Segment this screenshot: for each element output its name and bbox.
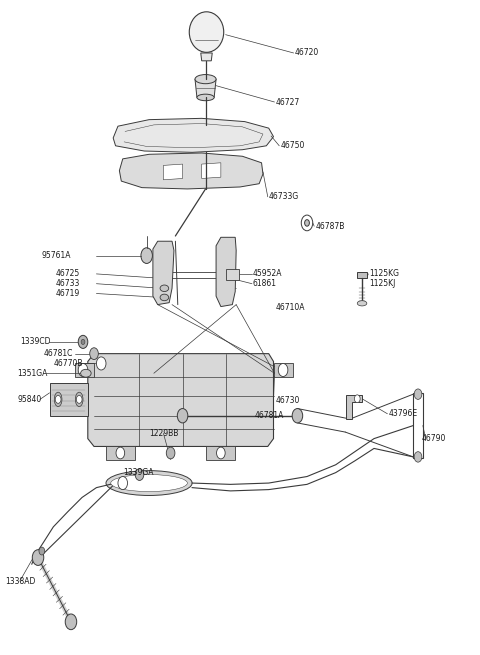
Circle shape (118, 477, 128, 489)
Circle shape (96, 357, 106, 370)
Ellipse shape (54, 392, 62, 407)
Ellipse shape (106, 471, 192, 495)
Circle shape (65, 614, 77, 629)
Polygon shape (346, 396, 362, 419)
Circle shape (166, 447, 175, 459)
Text: 46770B: 46770B (53, 359, 83, 368)
Ellipse shape (111, 475, 187, 491)
Polygon shape (202, 163, 221, 178)
Polygon shape (153, 241, 174, 305)
Text: 46727: 46727 (276, 98, 300, 107)
Polygon shape (216, 237, 236, 307)
Polygon shape (357, 272, 367, 278)
Circle shape (177, 409, 188, 423)
Ellipse shape (357, 301, 367, 306)
Circle shape (135, 469, 144, 481)
Circle shape (163, 273, 171, 284)
Circle shape (216, 447, 225, 459)
Circle shape (278, 364, 288, 377)
Text: 95761A: 95761A (41, 251, 71, 260)
Text: 45952A: 45952A (253, 269, 282, 278)
Text: 1125KJ: 1125KJ (369, 279, 396, 288)
Circle shape (292, 409, 303, 423)
Polygon shape (49, 383, 88, 416)
Text: 46781A: 46781A (254, 411, 284, 421)
Text: 1229BB: 1229BB (149, 429, 179, 438)
Ellipse shape (81, 369, 91, 377)
Polygon shape (201, 53, 212, 61)
Circle shape (414, 452, 422, 462)
Circle shape (81, 339, 85, 345)
Circle shape (90, 348, 98, 360)
Text: 1351GA: 1351GA (17, 369, 48, 378)
Polygon shape (113, 119, 274, 153)
Circle shape (354, 395, 360, 403)
Polygon shape (75, 364, 94, 377)
Polygon shape (274, 364, 293, 377)
Polygon shape (206, 447, 235, 460)
Text: 1339CD: 1339CD (20, 337, 50, 346)
Text: 43796E: 43796E (388, 409, 418, 419)
Text: 46733: 46733 (56, 279, 80, 288)
Circle shape (39, 547, 45, 555)
Circle shape (32, 550, 44, 565)
Text: 46733G: 46733G (269, 193, 299, 201)
Polygon shape (163, 164, 182, 179)
Circle shape (55, 396, 61, 403)
Circle shape (305, 219, 310, 226)
Text: 46719: 46719 (56, 289, 80, 298)
Polygon shape (226, 269, 239, 280)
Text: 46787B: 46787B (316, 221, 345, 231)
Polygon shape (195, 79, 216, 98)
Ellipse shape (160, 285, 168, 291)
Ellipse shape (197, 94, 214, 101)
Text: 1339GA: 1339GA (123, 468, 153, 477)
Text: 1125KG: 1125KG (369, 269, 399, 278)
Circle shape (301, 215, 313, 231)
Circle shape (76, 396, 82, 403)
Polygon shape (88, 354, 274, 447)
Text: 46725: 46725 (56, 269, 80, 278)
Ellipse shape (195, 75, 216, 84)
Ellipse shape (160, 294, 168, 301)
Polygon shape (120, 153, 263, 189)
Circle shape (141, 248, 153, 263)
Text: 1338AD: 1338AD (5, 576, 36, 586)
Text: 46750: 46750 (280, 141, 305, 150)
Text: 46781C: 46781C (44, 349, 73, 358)
Text: 61861: 61861 (253, 279, 277, 288)
Circle shape (78, 335, 88, 348)
Text: 46790: 46790 (422, 434, 446, 443)
Text: 46720: 46720 (295, 48, 319, 58)
Text: 95840: 95840 (17, 395, 42, 404)
Circle shape (116, 447, 125, 459)
Text: 46730: 46730 (276, 396, 300, 405)
Ellipse shape (189, 12, 224, 52)
Circle shape (78, 364, 88, 377)
Circle shape (414, 389, 422, 400)
Polygon shape (413, 393, 423, 458)
Ellipse shape (75, 392, 83, 407)
Polygon shape (106, 447, 135, 460)
Text: 46710A: 46710A (276, 303, 305, 312)
